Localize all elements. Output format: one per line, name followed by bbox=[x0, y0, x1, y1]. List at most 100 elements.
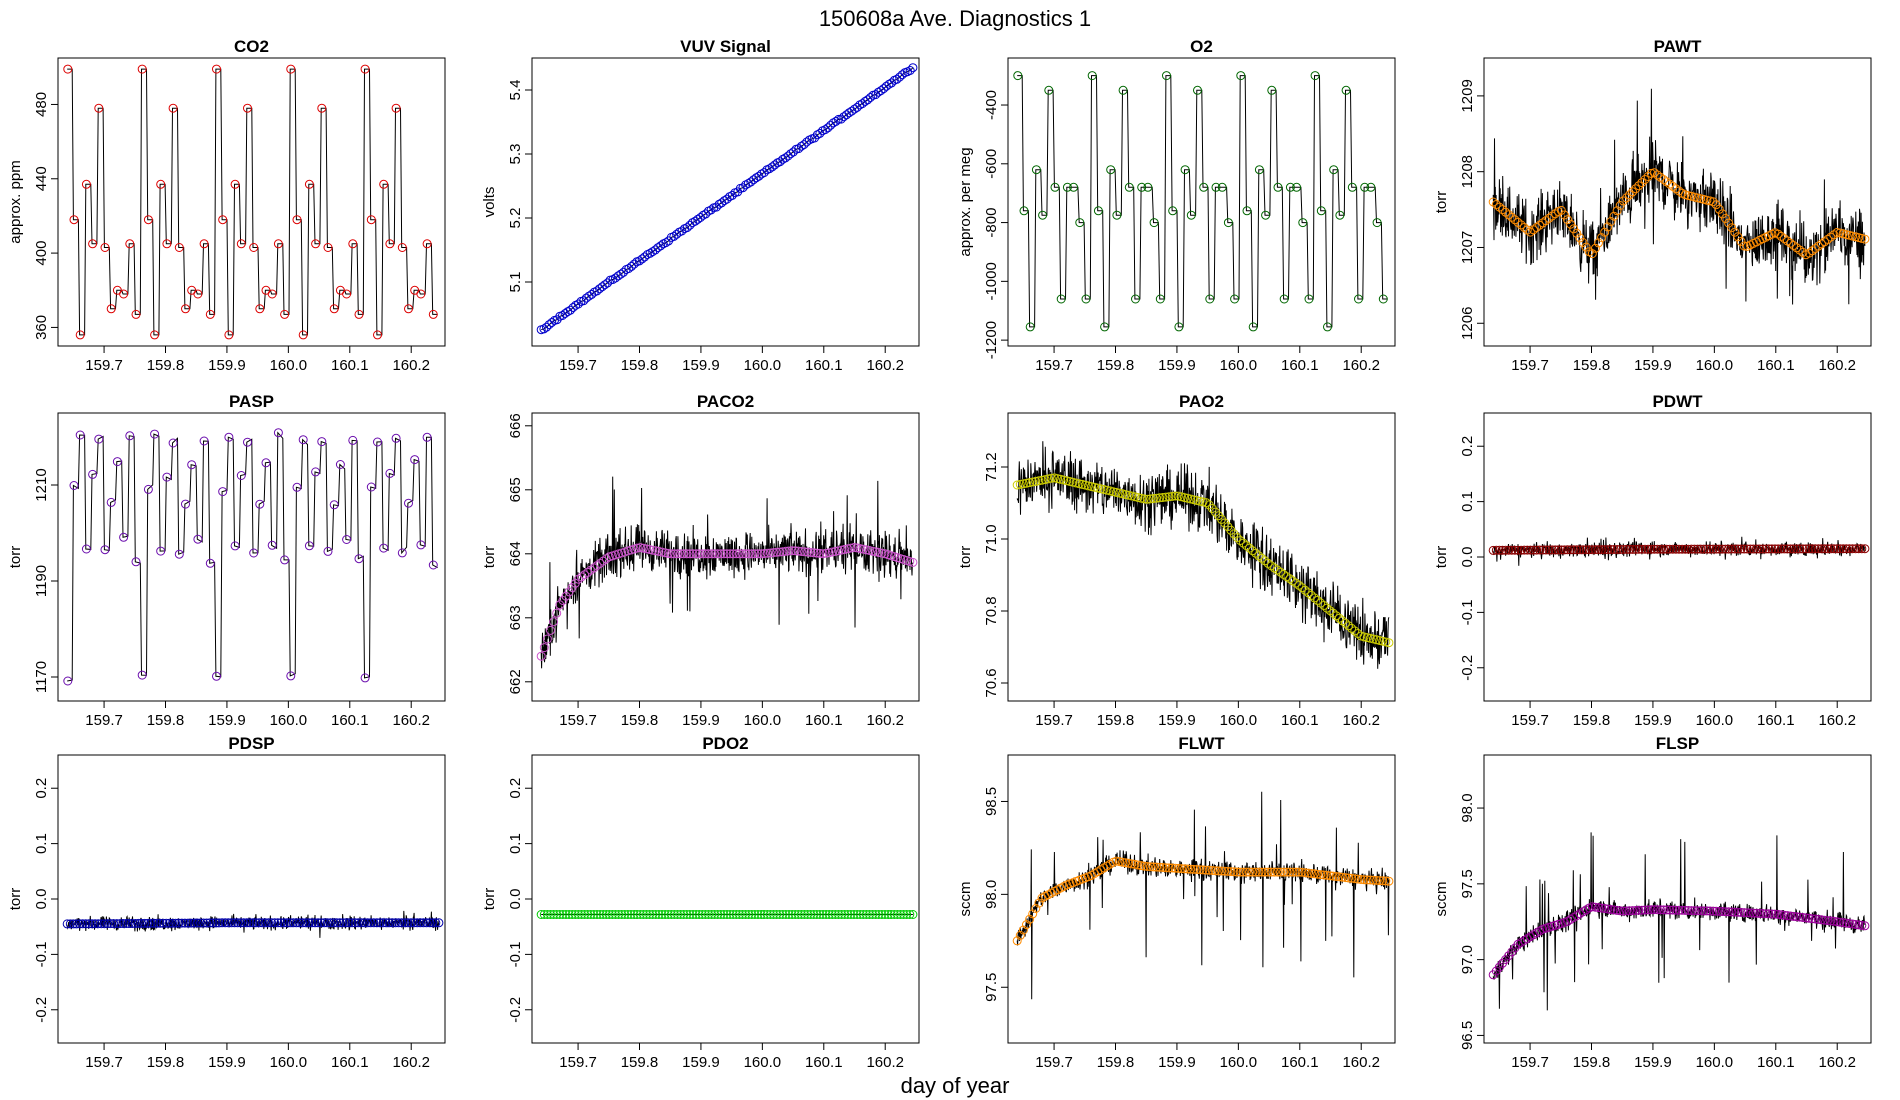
data-point bbox=[1566, 219, 1576, 229]
data-point bbox=[778, 910, 788, 919]
data-point bbox=[539, 643, 549, 653]
x-tick-label: 159.7 bbox=[1035, 712, 1073, 729]
data-point bbox=[1049, 473, 1059, 483]
data-point bbox=[861, 910, 871, 919]
data-point bbox=[1164, 863, 1174, 873]
data-point bbox=[863, 95, 873, 105]
data-point bbox=[697, 549, 707, 559]
data-point bbox=[1826, 232, 1836, 242]
data-point bbox=[243, 103, 252, 113]
data-point bbox=[152, 918, 162, 928]
data-point bbox=[280, 309, 290, 319]
data-point bbox=[1662, 905, 1672, 915]
data-point bbox=[434, 918, 444, 928]
data-point bbox=[208, 918, 218, 928]
data-point bbox=[1640, 905, 1650, 915]
data-point bbox=[1344, 621, 1354, 631]
data-point bbox=[1204, 865, 1214, 875]
data-point bbox=[1755, 908, 1765, 918]
data-point bbox=[762, 910, 772, 919]
data-point bbox=[1575, 233, 1585, 243]
data-point bbox=[168, 918, 177, 928]
data-point bbox=[1854, 544, 1864, 554]
data-point bbox=[1217, 182, 1227, 192]
data-point bbox=[348, 435, 358, 445]
data-point bbox=[354, 554, 364, 564]
panel-title: FLSP bbox=[1656, 734, 1699, 753]
data-point bbox=[1211, 182, 1221, 192]
data-point bbox=[1628, 906, 1638, 916]
data-point bbox=[1158, 493, 1168, 502]
data-point bbox=[1260, 867, 1270, 877]
data-point bbox=[719, 910, 729, 919]
data-point bbox=[877, 548, 887, 558]
data-point bbox=[1199, 182, 1209, 192]
data-point bbox=[332, 918, 342, 928]
data-point bbox=[1584, 545, 1594, 555]
data-point bbox=[1303, 588, 1313, 598]
data-point bbox=[1662, 544, 1672, 554]
data-point bbox=[1597, 903, 1607, 913]
data-point bbox=[230, 541, 240, 551]
data-point bbox=[1254, 165, 1264, 175]
data-point bbox=[1665, 179, 1675, 189]
data-point bbox=[1214, 866, 1223, 876]
data-point bbox=[1535, 545, 1545, 555]
data-point bbox=[1786, 544, 1795, 554]
data-point bbox=[192, 918, 202, 928]
data-point bbox=[381, 918, 391, 928]
data-point bbox=[1322, 603, 1332, 613]
data-point bbox=[716, 910, 726, 919]
x-tick-label: 159.8 bbox=[147, 712, 185, 729]
x-tick-label: 159.8 bbox=[1097, 712, 1135, 729]
data-point bbox=[1823, 544, 1833, 554]
data-point bbox=[1152, 493, 1162, 503]
data-point bbox=[1381, 637, 1391, 647]
data-point bbox=[595, 558, 605, 568]
data-point bbox=[1600, 904, 1610, 913]
data-point bbox=[224, 432, 234, 442]
data-point bbox=[886, 910, 896, 919]
x-tick-label: 159.8 bbox=[147, 357, 185, 374]
data-point bbox=[1807, 544, 1817, 554]
data-point bbox=[304, 179, 314, 189]
data-point bbox=[103, 919, 112, 929]
data-point bbox=[852, 910, 862, 919]
data-point bbox=[1232, 867, 1242, 877]
plot-frame bbox=[57, 754, 446, 1044]
data-point bbox=[1674, 544, 1684, 554]
data-point bbox=[236, 471, 246, 480]
data-point bbox=[861, 545, 871, 555]
data-point bbox=[549, 910, 559, 919]
data-point bbox=[1272, 867, 1282, 877]
data-point bbox=[1773, 909, 1783, 919]
data-point bbox=[1792, 544, 1802, 554]
data-point bbox=[1625, 906, 1634, 916]
data-point bbox=[1835, 544, 1845, 554]
y-tick-label: -0.1 bbox=[507, 941, 524, 967]
data-point bbox=[542, 634, 552, 644]
data-point bbox=[614, 910, 624, 919]
data-point bbox=[1319, 870, 1329, 880]
data-point bbox=[391, 103, 401, 113]
data-point bbox=[663, 548, 673, 558]
data-point bbox=[1792, 912, 1802, 922]
data-point bbox=[673, 549, 682, 559]
data-point bbox=[1124, 490, 1134, 500]
x-tick-label: 160.1 bbox=[331, 712, 369, 729]
data-point bbox=[741, 549, 751, 559]
data-point bbox=[1736, 544, 1746, 554]
data-point bbox=[373, 437, 382, 447]
data-point bbox=[1334, 613, 1344, 623]
y-axis-label: torr bbox=[481, 546, 498, 569]
y-tick-label: 1207 bbox=[1459, 231, 1476, 264]
data-point bbox=[1779, 910, 1789, 920]
data-point bbox=[1142, 862, 1152, 871]
data-point bbox=[1559, 210, 1569, 220]
data-point bbox=[301, 918, 311, 928]
data-point bbox=[697, 910, 707, 919]
x-tick-label: 159.9 bbox=[208, 712, 246, 729]
data-point bbox=[788, 147, 798, 157]
data-point bbox=[1844, 919, 1854, 928]
data-point bbox=[1578, 545, 1588, 555]
